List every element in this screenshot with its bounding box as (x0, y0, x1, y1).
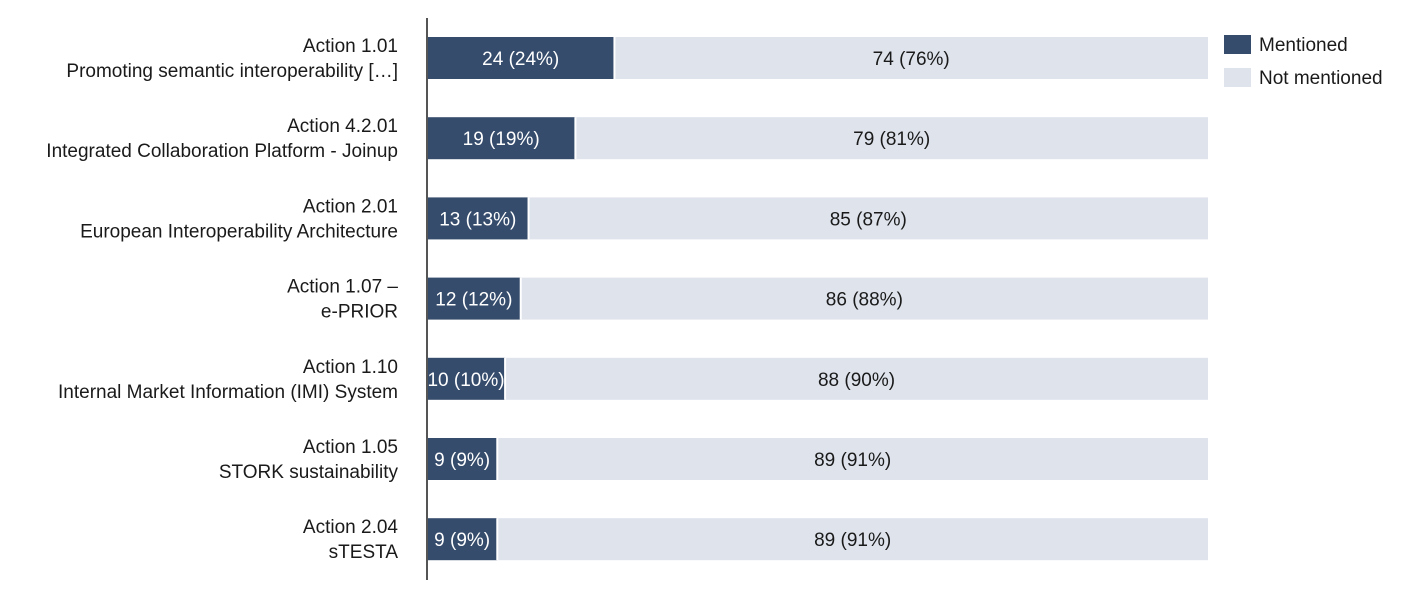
data-label-mentioned-7: 9 (9%) (434, 530, 490, 551)
bar-mentioned-3 (427, 197, 529, 240)
bar-not-mentioned-7 (497, 518, 1208, 561)
bar-not-mentioned-2 (575, 117, 1208, 160)
bar-not-mentioned-3 (528, 197, 1208, 240)
data-label-mentioned-4: 12 (12%) (435, 290, 512, 311)
category-label-line1-6: Action 1.05 (303, 437, 398, 458)
bar-mentioned-7 (427, 518, 498, 561)
data-label-mentioned-3: 13 (13%) (439, 209, 516, 230)
legend-swatch-not-mentioned (1224, 68, 1251, 87)
legend-label-not-mentioned: Not mentioned (1259, 68, 1383, 89)
category-label-line1-1: Action 1.01 (303, 36, 398, 57)
bar-mentioned-4 (427, 277, 521, 320)
data-label-mentioned-5: 10 (10%) (427, 370, 504, 391)
legend-swatch-mentioned (1224, 35, 1251, 54)
data-label-not-mentioned-7: 89 (91%) (814, 530, 891, 551)
bar-not-mentioned-5 (505, 357, 1209, 400)
category-label-line2-2: Integrated Collaboration Platform - Join… (46, 141, 398, 162)
bar-mentioned-6 (427, 438, 498, 480)
category-labels-layer: Action 1.01 Promoting semantic interopera… (46, 36, 398, 563)
data-label-mentioned-1: 24 (24%) (482, 49, 559, 70)
category-label-line1-2: Action 4.2.01 (287, 116, 398, 137)
legend-label-mentioned: Mentioned (1259, 35, 1348, 56)
category-label-line2-4: e-PRIOR (321, 302, 398, 323)
category-label-line1-5: Action 1.10 (303, 357, 398, 378)
data-label-not-mentioned-1: 74 (76%) (873, 49, 950, 70)
data-label-not-mentioned-2: 79 (81%) (853, 129, 930, 150)
category-label-line2-7: sTESTA (329, 542, 399, 563)
legend: Mentioned Not mentioned (1224, 35, 1383, 89)
category-label-line1-7: Action 2.04 (303, 517, 398, 538)
bar-mentioned-2 (427, 117, 576, 160)
category-label-line2-1: Promoting semantic interoperability […] (66, 61, 398, 82)
category-label-line1-4: Action 1.07 – (287, 277, 398, 298)
data-label-not-mentioned-3: 85 (87%) (830, 209, 907, 230)
category-label-line2-5: Internal Market Information (IMI) System (58, 382, 398, 403)
data-label-not-mentioned-5: 88 (90%) (818, 370, 895, 391)
data-label-mentioned-6: 9 (9%) (434, 450, 490, 471)
bars-layer: 24 (24%) 74 (76%) 19 (19%) 79 (81%) 13 (13%)… (427, 37, 1209, 561)
bar-mentioned-5 (427, 357, 506, 400)
bar-mentioned-1 (427, 37, 615, 79)
data-label-mentioned-2: 19 (19%) (463, 129, 540, 150)
data-label-not-mentioned-6: 89 (91%) (814, 450, 891, 471)
category-label-line2-3: European Interoperability Architecture (80, 221, 398, 242)
data-label-not-mentioned-4: 86 (88%) (826, 290, 903, 311)
bar-not-mentioned-4 (520, 277, 1208, 320)
category-label-line2-6: STORK sustainability (219, 462, 399, 483)
bar-not-mentioned-6 (497, 438, 1208, 480)
bar-not-mentioned-1 (614, 37, 1208, 79)
category-label-line1-3: Action 2.01 (303, 196, 398, 217)
